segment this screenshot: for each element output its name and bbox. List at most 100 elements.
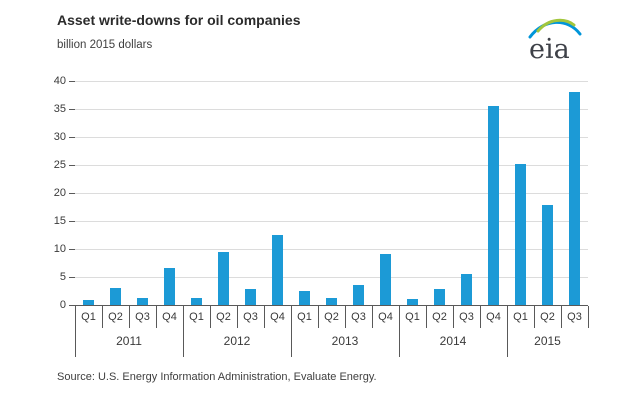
x-quarter-label: Q3 <box>567 311 582 323</box>
y-gridline <box>75 276 588 278</box>
y-gridline <box>75 248 588 250</box>
bar <box>299 291 310 305</box>
bar <box>461 274 472 305</box>
bar <box>434 288 445 305</box>
bar <box>110 288 121 305</box>
y-tick <box>69 220 75 222</box>
year-separator-line <box>399 306 400 357</box>
quarter-separator-line <box>372 306 373 328</box>
x-quarter-label: Q3 <box>243 311 258 323</box>
y-tick <box>69 164 75 166</box>
y-tick <box>69 248 75 250</box>
x-quarter-label: Q2 <box>324 311 339 323</box>
y-tick-label: 30 <box>53 131 66 143</box>
year-separator-line <box>507 306 508 357</box>
chart-units-label: billion 2015 dollars <box>57 39 153 51</box>
quarter-separator-line <box>561 306 562 328</box>
x-quarter-label: Q1 <box>297 311 312 323</box>
bar <box>407 298 418 305</box>
page-title: Asset write-downs for oil companies <box>57 12 301 28</box>
y-tick-label: 5 <box>59 271 66 283</box>
year-separator-line <box>75 306 76 357</box>
quarter-separator-line <box>264 306 265 328</box>
quarter-separator-line <box>534 306 535 328</box>
bar <box>326 298 337 305</box>
x-quarter-label: Q1 <box>513 311 528 323</box>
y-tick <box>69 304 75 306</box>
bar <box>245 289 256 305</box>
quarter-separator-line <box>588 306 589 328</box>
bar <box>137 298 148 305</box>
bar <box>542 204 553 305</box>
y-tick <box>69 276 75 278</box>
x-year-label: 2013 <box>331 334 359 348</box>
y-gridline <box>75 220 588 222</box>
y-tick <box>69 136 75 138</box>
x-year-label: 2014 <box>439 334 467 348</box>
x-quarter-label: Q4 <box>270 311 285 323</box>
y-gridline <box>75 164 588 166</box>
bar <box>569 92 580 305</box>
x-year-label: 2011 <box>116 334 142 348</box>
quarter-separator-line <box>345 306 346 328</box>
eia-logo: eia <box>516 10 588 68</box>
y-gridline <box>75 136 588 138</box>
x-quarter-label: Q4 <box>162 311 177 323</box>
x-quarter-label: Q3 <box>459 311 474 323</box>
quarter-separator-line <box>426 306 427 328</box>
y-tick-label: 25 <box>53 159 66 171</box>
quarter-separator-line <box>318 306 319 328</box>
y-tick <box>69 192 75 194</box>
x-quarter-label: Q2 <box>216 311 231 323</box>
y-tick-label: 0 <box>59 299 66 311</box>
eia-logo-icon: eia <box>528 18 582 65</box>
x-quarter-label: Q4 <box>486 311 501 323</box>
x-quarter-label: Q1 <box>405 311 420 323</box>
y-gridline <box>75 192 588 194</box>
eia-swoosh-blue-icon <box>528 20 582 39</box>
x-year-label: 2015 <box>534 334 561 348</box>
bar <box>83 299 94 305</box>
bar <box>191 297 202 305</box>
x-quarter-label: Q4 <box>378 311 393 323</box>
source-note: Source: U.S. Energy Information Administ… <box>57 371 377 383</box>
quarter-separator-line <box>453 306 454 328</box>
bar <box>272 235 283 305</box>
bar <box>164 268 175 305</box>
y-tick-label: 40 <box>53 75 66 87</box>
y-tick-label: 20 <box>53 187 66 199</box>
x-year-label: 2012 <box>223 334 251 348</box>
x-quarter-label: Q2 <box>432 311 447 323</box>
eia-swoosh-green-icon <box>536 18 576 33</box>
year-separator-line <box>291 306 292 357</box>
quarter-separator-line <box>237 306 238 328</box>
x-quarter-label: Q1 <box>189 311 204 323</box>
quarter-separator-line <box>480 306 481 328</box>
y-gridline <box>75 80 588 82</box>
bar <box>515 164 526 305</box>
bar <box>353 285 364 305</box>
quarter-separator-line <box>210 306 211 328</box>
y-tick-label: 35 <box>53 103 66 115</box>
x-quarter-label: Q3 <box>135 311 150 323</box>
y-gridline <box>75 108 588 110</box>
eia-logo-text: eia <box>529 34 570 65</box>
y-tick <box>69 108 75 110</box>
quarter-separator-line <box>129 306 130 328</box>
y-tick <box>69 80 75 82</box>
y-tick-label: 10 <box>53 243 66 255</box>
quarter-separator-line <box>102 306 103 328</box>
bar <box>380 254 391 305</box>
x-axis-line <box>75 305 588 306</box>
x-quarter-label: Q1 <box>81 311 96 323</box>
x-quarter-label: Q2 <box>108 311 123 323</box>
year-separator-line <box>183 306 184 357</box>
x-quarter-label: Q2 <box>540 311 555 323</box>
y-tick-label: 15 <box>53 215 66 227</box>
bar <box>218 252 229 305</box>
bar <box>488 106 499 305</box>
quarter-separator-line <box>156 306 157 328</box>
x-quarter-label: Q3 <box>351 311 366 323</box>
